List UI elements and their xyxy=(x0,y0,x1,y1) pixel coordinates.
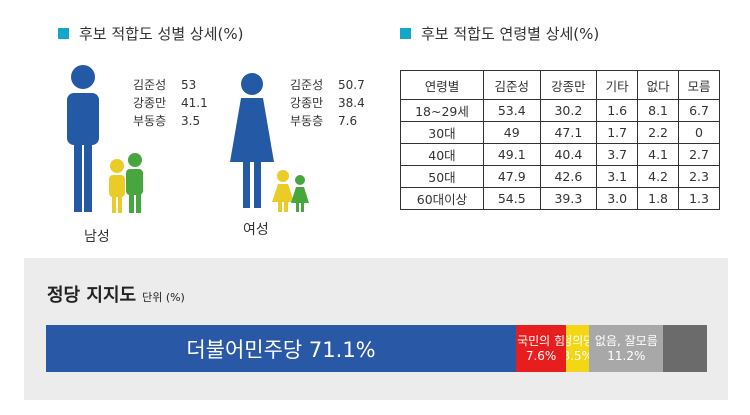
table-cell: 49.1 xyxy=(482,143,541,166)
table-header-cell: 기타 xyxy=(596,70,639,100)
table-cell: 30대 xyxy=(400,121,484,144)
table-row: 60대이상 54.5 39.3 3.0 1.8 1.3 xyxy=(400,187,720,210)
table-cell: 2.2 xyxy=(637,121,680,144)
bar-segment: 국민의 힘 7.6% xyxy=(515,325,567,372)
table-cell: 1.6 xyxy=(596,99,639,122)
table-cell: 50대 xyxy=(400,165,484,188)
female-stat-row: 부동층 7.6 xyxy=(290,114,358,128)
bar-segment: 더불어민주당 71.1% xyxy=(46,325,516,372)
title-square-icon xyxy=(400,28,411,39)
female-adult-icon xyxy=(230,73,274,208)
table-cell: 60대이상 xyxy=(400,187,484,210)
table-cell: 1.8 xyxy=(637,187,680,210)
age-title-text: 후보 적합도 연령별 상세(%) xyxy=(421,25,600,43)
male-caption: 남성 xyxy=(84,229,110,245)
table-cell: 3.1 xyxy=(596,165,639,188)
table-cell: 3.0 xyxy=(596,187,639,210)
table-cell: 40.4 xyxy=(539,143,598,166)
male-figures-icon xyxy=(67,65,143,213)
bar-remainder-segment xyxy=(663,325,707,372)
table-row: 40대 49.1 40.4 3.7 4.1 2.7 xyxy=(400,143,720,166)
bar-category-label: 국민의 힘 xyxy=(517,333,566,348)
male-adult-icon xyxy=(67,65,99,212)
party-title-text: 정당 지지도 xyxy=(47,285,137,306)
party-support-title: 정당 지지도 단위 (%) xyxy=(47,281,185,307)
male-stat-row: 부동층 3.5 xyxy=(133,114,201,128)
bar-value-label: 11.2% xyxy=(607,348,646,363)
table-cell: 2.3 xyxy=(678,165,720,188)
table-cell: 8.1 xyxy=(637,99,680,122)
female-caption: 여성 xyxy=(243,222,269,238)
title-square-icon xyxy=(58,28,69,39)
male-stat-row: 강종만 41.1 xyxy=(133,96,208,110)
bar-value-label: 3.5% xyxy=(566,348,589,363)
table-header-cell: 연령별 xyxy=(400,70,484,100)
bar-category-label: 없음, 잘모름 xyxy=(594,333,658,348)
table-cell: 47.9 xyxy=(482,165,541,188)
age-section-title: 후보 적합도 연령별 상세(%) xyxy=(400,23,599,44)
table-cell: 0 xyxy=(678,121,720,144)
female-child-yellow-icon xyxy=(272,170,294,212)
table-cell: 49 xyxy=(482,121,541,144)
bar-segment: 없음, 잘모름 11.2% xyxy=(589,325,664,372)
table-cell: 4.2 xyxy=(637,165,680,188)
male-child-green-icon xyxy=(126,153,143,213)
table-cell: 4.1 xyxy=(637,143,680,166)
table-cell: 2.7 xyxy=(678,143,720,166)
bar-label: 더불어민주당 71.1% xyxy=(186,337,376,362)
female-figures-icon xyxy=(230,73,309,212)
table-cell: 39.3 xyxy=(539,187,598,210)
table-cell: 30.2 xyxy=(539,99,598,122)
table-header-cell: 강종만 xyxy=(539,70,598,100)
table-header-cell: 모름 xyxy=(678,70,720,100)
table-cell: 3.7 xyxy=(596,143,639,166)
table-header-cell: 김준성 xyxy=(482,70,541,100)
table-cell: 42.6 xyxy=(539,165,598,188)
table-cell: 53.4 xyxy=(482,99,541,122)
age-table: 연령별 김준성 강종만 기타 없다 모름 18~29세 53.4 30.2 1.… xyxy=(400,70,720,210)
male-child-yellow-icon xyxy=(109,159,125,213)
gender-title-text: 후보 적합도 성별 상세(%) xyxy=(79,25,244,43)
table-cell: 47.1 xyxy=(539,121,598,144)
table-cell: 1.3 xyxy=(678,187,720,210)
male-stat-row: 김준성 53 xyxy=(133,78,197,92)
table-cell: 54.5 xyxy=(482,187,541,210)
party-unit-text: 단위 (%) xyxy=(142,291,185,304)
table-row: 50대 47.9 42.6 3.1 4.2 2.3 xyxy=(400,165,720,188)
table-cell: 18~29세 xyxy=(400,99,484,122)
table-cell: 1.7 xyxy=(596,121,639,144)
table-cell: 6.7 xyxy=(678,99,720,122)
table-header-cell: 없다 xyxy=(637,70,680,100)
bar-category-label: 정의당 xyxy=(566,333,590,348)
female-stat-row: 강종만 38.4 xyxy=(290,96,365,110)
female-stat-row: 김준성 50.7 xyxy=(290,78,365,92)
table-row: 18~29세 53.4 30.2 1.6 8.1 6.7 xyxy=(400,99,720,122)
table-row: 30대 49 47.1 1.7 2.2 0 xyxy=(400,121,720,144)
female-stats: 김준성 50.7 강종만 38.4 부동층 7.6 xyxy=(290,76,365,130)
gender-section-title: 후보 적합도 성별 상세(%) xyxy=(58,23,243,44)
male-stats: 김준성 53 강종만 41.1 부동층 3.5 xyxy=(133,76,208,130)
table-cell: 40대 xyxy=(400,143,484,166)
table-header-row: 연령별 김준성 강종만 기타 없다 모름 xyxy=(400,70,720,100)
female-child-green-icon xyxy=(291,175,309,212)
bar-value-label: 7.6% xyxy=(525,348,557,363)
